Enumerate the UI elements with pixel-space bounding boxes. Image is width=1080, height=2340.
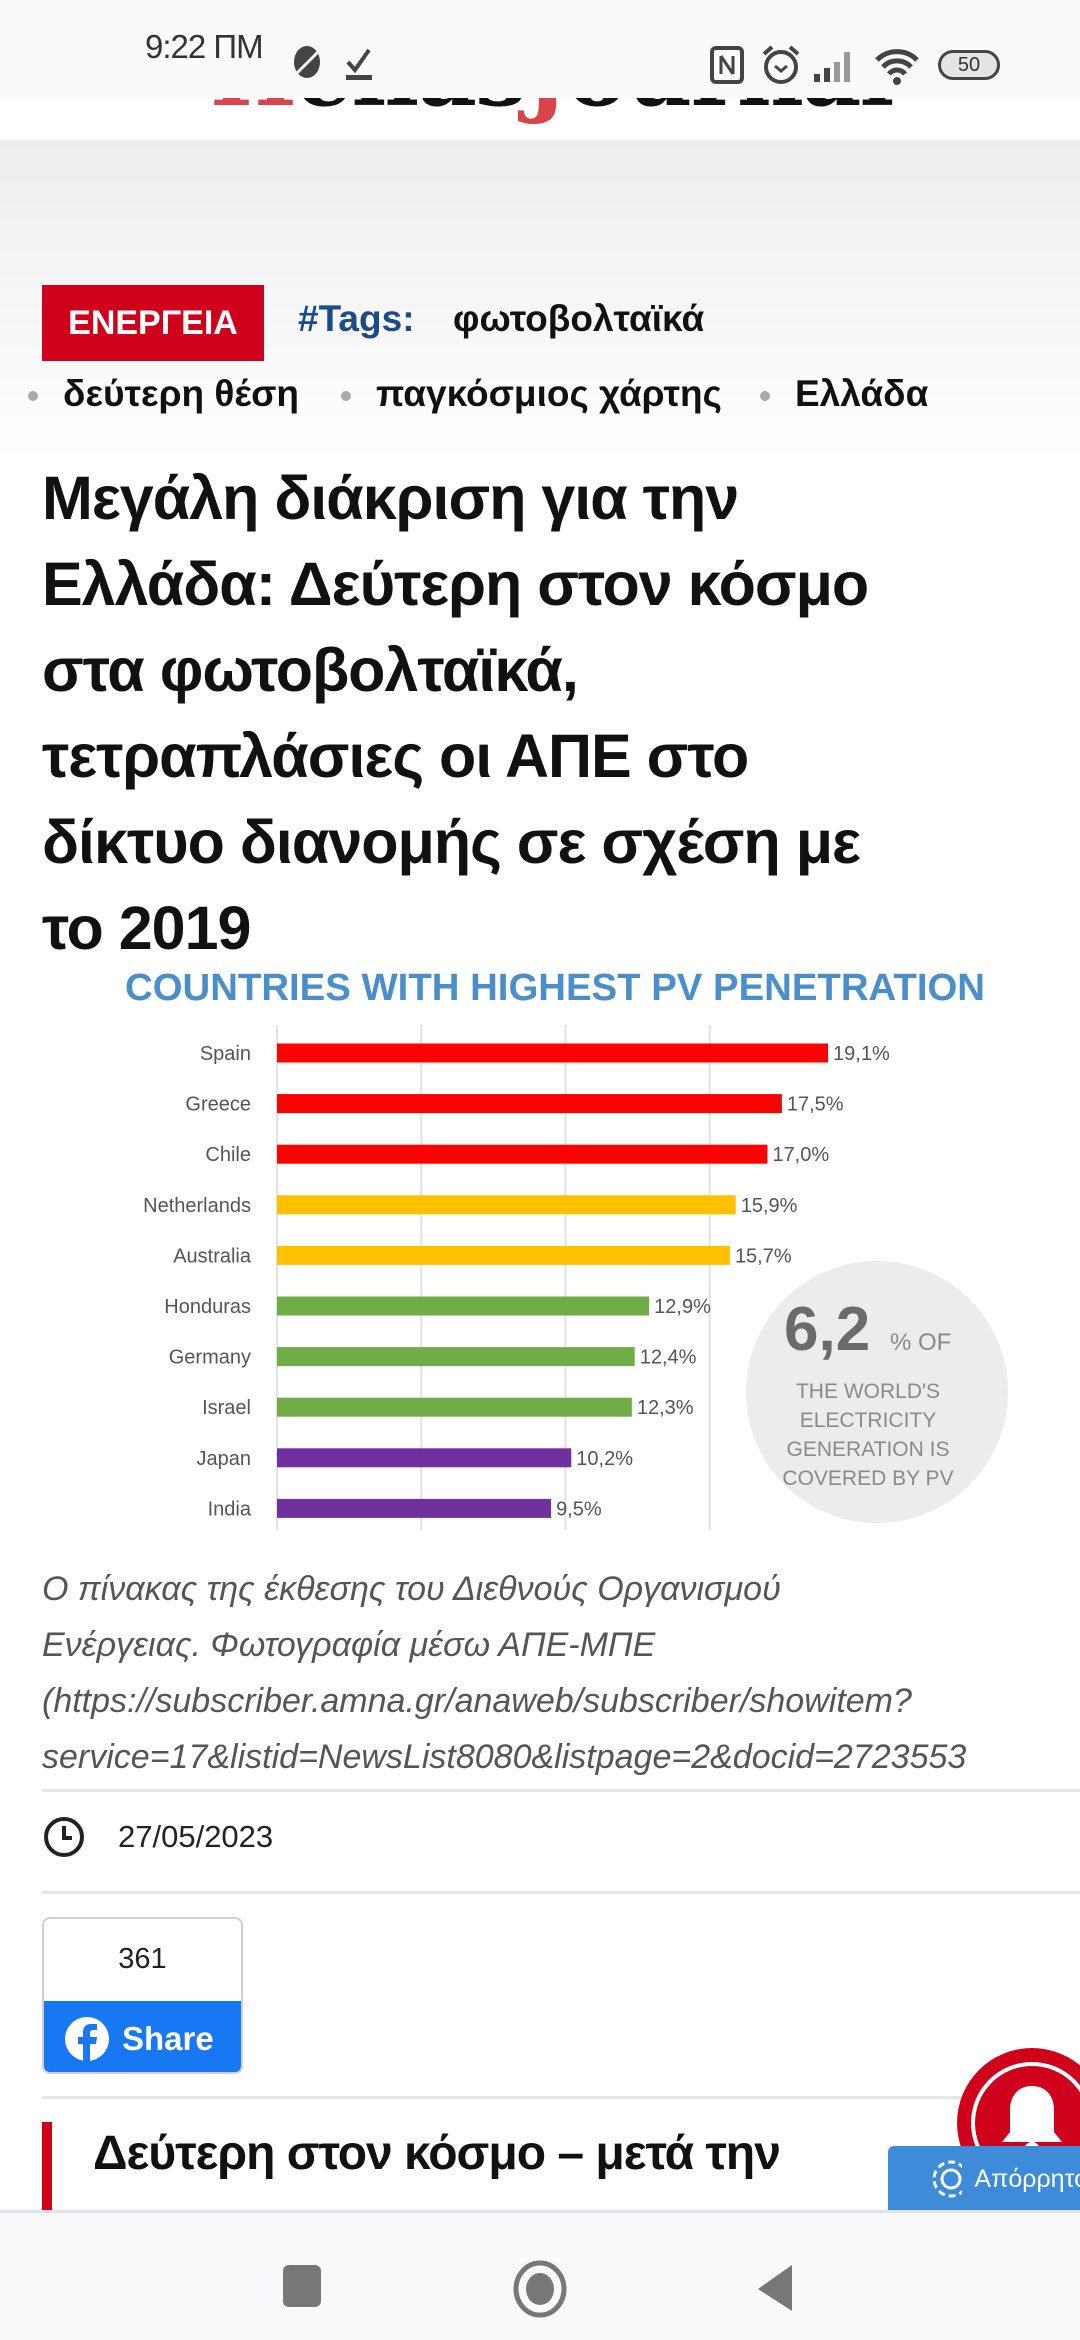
category-label: Chile [205, 1144, 251, 1166]
privacy-settings-button[interactable]: Απόρρητο [888, 2146, 1080, 2212]
tag-link[interactable]: δεύτερη θέση [63, 373, 299, 414]
nfc-icon [710, 46, 744, 84]
back-button[interactable] [756, 2263, 796, 2313]
category-label: Japan [197, 1448, 252, 1470]
caption-line: Ο πίνακας της έκθεσης του Διεθνούς Οργαν… [42, 1570, 781, 1608]
bar-netherlands [277, 1195, 736, 1215]
status-bar: 9:22 ПМ 50 [0, 0, 1080, 98]
tag-link[interactable]: Ελλάδα [795, 373, 929, 414]
value-label: 12,9% [654, 1296, 711, 1318]
tag-bullet [341, 391, 351, 401]
status-time: 9:22 ПМ [145, 28, 264, 65]
logo-j: J [525, 98, 569, 127]
bar-spain [277, 1043, 829, 1063]
callout-small: % OF [890, 1329, 951, 1356]
category-label: Australia [173, 1245, 252, 1267]
share-label: Share [122, 2019, 214, 2057]
headline-line: δίκτυο διανομής σε σχέση με [42, 808, 861, 876]
caption-line: Ενέργειας. Φωτογραφία μέσω ΑΠΕ-ΜΠΕ [42, 1626, 656, 1664]
privacy-label: Απόρρητο [974, 2164, 1080, 2193]
bar-india [277, 1498, 552, 1518]
site-logo-strip: HellasJournal [0, 98, 1080, 140]
battery-indicator: 50 [938, 50, 1000, 80]
divider [42, 1891, 1080, 1894]
tag-link[interactable]: φωτοβολταϊκά [453, 298, 705, 339]
value-label: 15,7% [735, 1245, 792, 1267]
callout-line: COVERED BY PV [782, 1467, 953, 1490]
value-label: 17,5% [787, 1094, 844, 1116]
system-nav-bar [0, 2210, 1080, 2340]
divider [42, 1789, 1080, 1792]
value-label: 19,1% [833, 1043, 890, 1065]
category-label: Honduras [164, 1296, 251, 1318]
headline-line: Μεγάλη διάκριση για την [42, 464, 739, 532]
value-label: 12,4% [640, 1347, 697, 1369]
category-label: Greece [185, 1094, 251, 1116]
callout-big: 6,2 [784, 1295, 870, 1364]
caption-link[interactable]: service=17&listid=NewsList8080&listpage=… [42, 1738, 967, 1776]
category-label: Netherlands [143, 1195, 251, 1217]
tag-bullet [28, 391, 38, 401]
bar-germany [277, 1347, 635, 1367]
logo-ellas: ellas [295, 98, 527, 127]
app-notification-icon [294, 46, 322, 78]
bar-honduras [277, 1296, 650, 1316]
caption-link[interactable]: (https://subscriber.amna.gr/anaweb/subsc… [42, 1682, 912, 1720]
category-label: Israel [202, 1397, 251, 1419]
tag-link[interactable]: παγκόσμιος χάρτης [376, 373, 722, 414]
recents-button[interactable] [283, 2265, 321, 2307]
callout-line: THE WORLD'S [796, 1380, 940, 1403]
headline-line: Ελλάδα: Δεύτερη στον κόσμο [42, 550, 869, 618]
share-count: 361 [118, 1943, 167, 1975]
facebook-share-widget[interactable]: 361 Share [42, 1917, 243, 2074]
value-label: 15,9% [741, 1195, 798, 1217]
value-label: 10,2% [576, 1448, 633, 1470]
logo-h: H [210, 98, 297, 127]
tag-bullet [760, 391, 770, 401]
category-label: Spain [200, 1043, 251, 1065]
gear-icon [932, 2160, 963, 2198]
headline-line: το 2019 [42, 894, 251, 962]
bar-australia [277, 1245, 730, 1265]
alarm-icon [762, 45, 800, 84]
tags-label: #Tags: [298, 298, 415, 339]
related-accent-bar [42, 2122, 52, 2222]
site-logo[interactable]: HellasJournal [210, 98, 894, 128]
value-label: 12,3% [637, 1397, 694, 1419]
headline-line: τετραπλάσιες οι ΑΠΕ στο [42, 722, 749, 790]
facebook-icon [65, 2016, 109, 2062]
category-label: India [208, 1498, 252, 1520]
value-label: 9,5% [556, 1498, 602, 1520]
pv-penetration-chart-image: COUNTRIES WITH HIGHEST PV PENETRATION Sp… [125, 967, 1008, 1530]
bar-chile [277, 1144, 768, 1164]
callout-line: GENERATION IS [787, 1438, 950, 1461]
divider [42, 2096, 1080, 2099]
callout-circle [746, 1261, 1008, 1523]
category-label: Germany [169, 1347, 251, 1369]
bar-israel [277, 1397, 632, 1417]
logo-ournal: ournal [566, 98, 894, 127]
chart-title: COUNTRIES WITH HIGHEST PV PENETRATION [125, 967, 985, 1009]
bar-greece [277, 1094, 782, 1114]
signal-icon [814, 52, 850, 82]
callout-line: ELECTRICITY [800, 1409, 937, 1432]
wifi-icon [875, 49, 919, 85]
related-article-title[interactable]: Δεύτερη στον κόσμο – μετά την [93, 2127, 781, 2180]
clock-icon [44, 1817, 84, 1857]
download-done-icon [346, 48, 372, 80]
headline-line: στα φωτοβολταϊκά, [42, 636, 579, 704]
value-label: 17,0% [772, 1144, 829, 1166]
bar-japan [277, 1448, 572, 1468]
publish-date: 27/05/2023 [118, 1819, 274, 1854]
category-badge[interactable]: ΕΝΕΡΓΕΙΑ [42, 285, 264, 361]
home-button[interactable] [512, 2259, 568, 2319]
facebook-share-button[interactable]: Share [44, 2001, 241, 2072]
